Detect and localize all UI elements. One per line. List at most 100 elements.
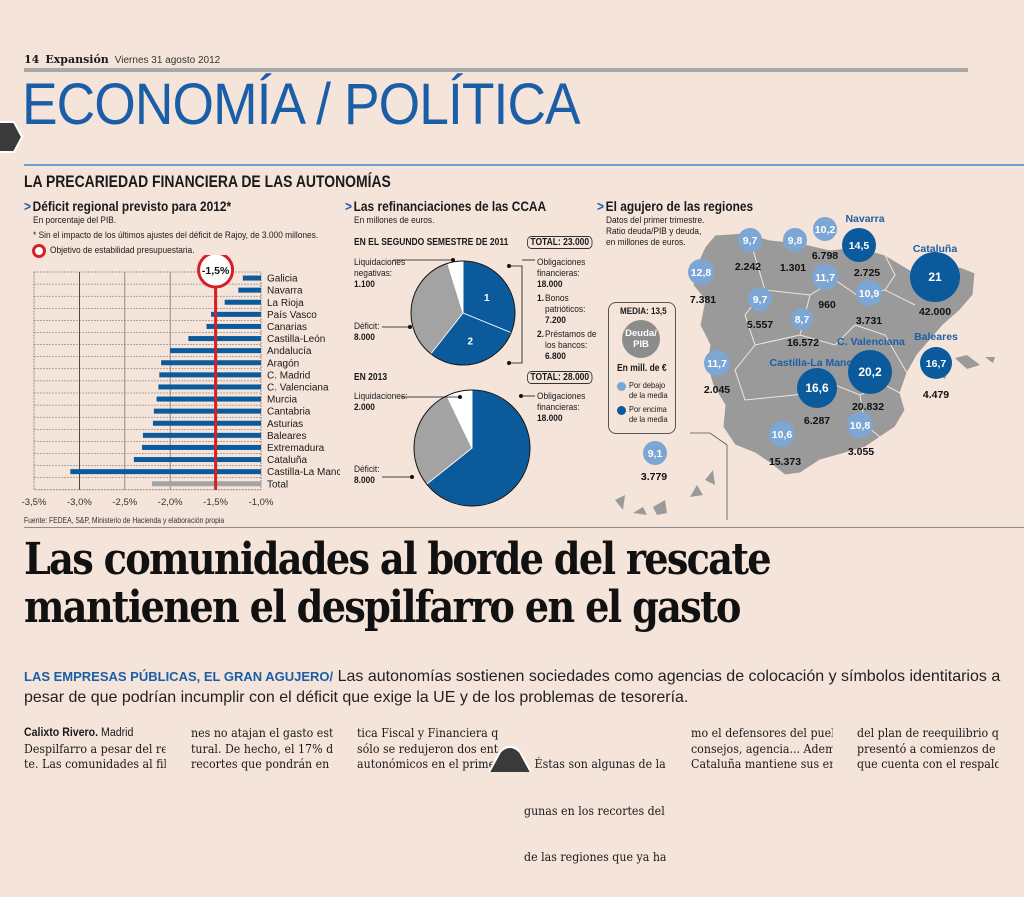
reference-circle (197, 255, 235, 289)
article-column-6: del plan de reequilibrio que presentó a … (857, 726, 999, 771)
refinancing-panel-subtitle: En millones de euros. (354, 215, 435, 226)
section-rule (24, 164, 1024, 166)
top-rule (24, 68, 968, 72)
bar (224, 299, 261, 305)
category-label: Total (267, 479, 288, 490)
region-debt-label: 20.832 (852, 401, 884, 413)
legend-below: Por debajo de la media (629, 380, 668, 400)
region-bubble (688, 259, 714, 285)
region-debt-label: 6.798 (812, 250, 838, 262)
region-name-label: Navarra (845, 213, 884, 225)
x-tick-label: -1,5% (203, 497, 228, 508)
category-label: Asturias (267, 419, 303, 430)
region-debt-label: 2.045 (704, 384, 730, 396)
region-bubble (847, 412, 873, 438)
region-ratio-label: 10,2 (815, 224, 836, 236)
region-debt-label: 3.731 (856, 315, 882, 327)
region-bubble (783, 228, 807, 252)
region-bubble (920, 347, 952, 379)
category-label: Extremadura (267, 443, 325, 454)
region-ratio-label: 9,7 (753, 294, 768, 306)
target-legend-icon (32, 244, 46, 258)
arrow-icon: > (24, 198, 31, 214)
bar (142, 444, 261, 450)
pie2-def-value: 8.000 (354, 475, 375, 486)
region-ratio-label: 11,7 (815, 272, 835, 284)
region-name-label: Castilla-La Mancha (769, 357, 864, 369)
region-bubble (748, 287, 772, 311)
pie1-sub2-value: 6.800 (545, 351, 566, 362)
deficit-panel-footnote: * Sin el impacto de los últimos ajustes … (33, 230, 319, 241)
next-page-arrow-icon[interactable] (486, 744, 534, 772)
map-panel-title: > El agujero de las regiones (597, 198, 754, 214)
article-column-5: mo el defensores del pueblo, consejos, a… (690, 726, 832, 771)
pie1-def-value: 8.000 (354, 332, 375, 343)
region-bubble (797, 368, 837, 408)
previous-page-arrow-icon[interactable] (0, 120, 24, 154)
region-ratio-label: 9,7 (743, 235, 758, 247)
category-label: La Rioja (267, 298, 304, 309)
pie-outline (410, 260, 516, 366)
article-column-1: Calixto Rivero. Madrid Despilfarro a pes… (24, 727, 165, 771)
reference-label: -1,5% (202, 265, 230, 277)
region-debt-label: 6.287 (804, 415, 830, 427)
bar (156, 396, 261, 402)
category-label: Baleares (267, 431, 306, 442)
category-label: Cantabria (267, 407, 311, 418)
pie2-liq-value: 2.000 (354, 402, 375, 413)
publication-name: Expansión (45, 53, 109, 66)
bar (188, 336, 261, 342)
region-debt-label: 4.479 (923, 389, 949, 401)
target-legend-label: Objetivo de estabilidad presupuestaria. (50, 245, 195, 256)
region-bubble (769, 421, 795, 447)
category-label: Castilla-La Mancha (267, 467, 340, 478)
bar (152, 481, 261, 487)
map-subtitle-1: Datos del primer trimestre. (606, 215, 705, 226)
region-debt-label: 3.779 (641, 471, 667, 483)
region-bubble (791, 308, 813, 330)
legend-ratio-circle: Deuda/ PIB (622, 320, 660, 358)
pie1-slice-number: 1 (484, 293, 490, 304)
region-bubble (910, 252, 960, 302)
region-debt-label: 5.557 (747, 319, 773, 331)
region-ratio-label: 20,2 (858, 365, 882, 379)
x-tick-label: -2,5% (112, 497, 137, 508)
x-tick-label: -1,0% (249, 497, 274, 508)
pie1-total: TOTAL: 23.000 (527, 236, 593, 249)
region-debt-label: 2.725 (854, 267, 880, 279)
pie2-obl-label: Obligaciones financieras: (537, 391, 586, 413)
pie2-liq-label: Liquidaciones: (354, 391, 408, 402)
region-ratio-label: 14,5 (849, 240, 870, 252)
leader-dot (458, 395, 462, 399)
dek-text: Las autonomías sostienen sociedades como… (24, 668, 1001, 706)
category-label: Cataluña (267, 455, 307, 466)
byline: Calixto Rivero. Madrid (24, 727, 134, 739)
x-tick-label: -3,0% (67, 497, 92, 508)
graphic-title: LA PRECARIEDAD FINANCIERA DE LAS AUTONOM… (24, 172, 391, 191)
refinancing-panel-title: > Las refinanciaciones de las CCAA (345, 198, 547, 214)
pie1-obl-value: 18.000 (537, 279, 563, 290)
pie1-sub2-num: 2. (537, 329, 544, 340)
region-name-label: C. Valenciana (837, 336, 905, 348)
pie1-def-label: Déficit: (354, 321, 380, 332)
category-label: Aragón (267, 358, 299, 369)
pie1-sub1-label: Bonos patrióticos: (545, 293, 586, 315)
region-ratio-label: 21 (928, 270, 942, 284)
region-bubble (842, 228, 876, 262)
deficit-panel-subtitle: En porcentaje del PIB. (33, 215, 117, 226)
pie2-obl-value: 18.000 (537, 413, 563, 424)
pie1-heading: EN EL SEGUNDO SEMESTRE DE 2011 (354, 237, 509, 248)
region-bubble (812, 264, 838, 290)
bar (238, 287, 261, 293)
region-debt-label: 7.381 (690, 294, 716, 306)
map-legend: MEDIA: 13,5 Deuda/ PIB En mill. de € Por… (608, 302, 676, 434)
category-label: C. Madrid (267, 370, 310, 381)
bar (70, 469, 261, 475)
pie2-total: TOTAL: 28.000 (527, 371, 593, 384)
region-name-label: Baleares (914, 331, 958, 343)
region-ratio-label: 16,6 (805, 381, 829, 395)
region-bubble (848, 350, 892, 394)
map-subtitle-3: en millones de euros. (606, 237, 686, 248)
bar (142, 432, 261, 438)
